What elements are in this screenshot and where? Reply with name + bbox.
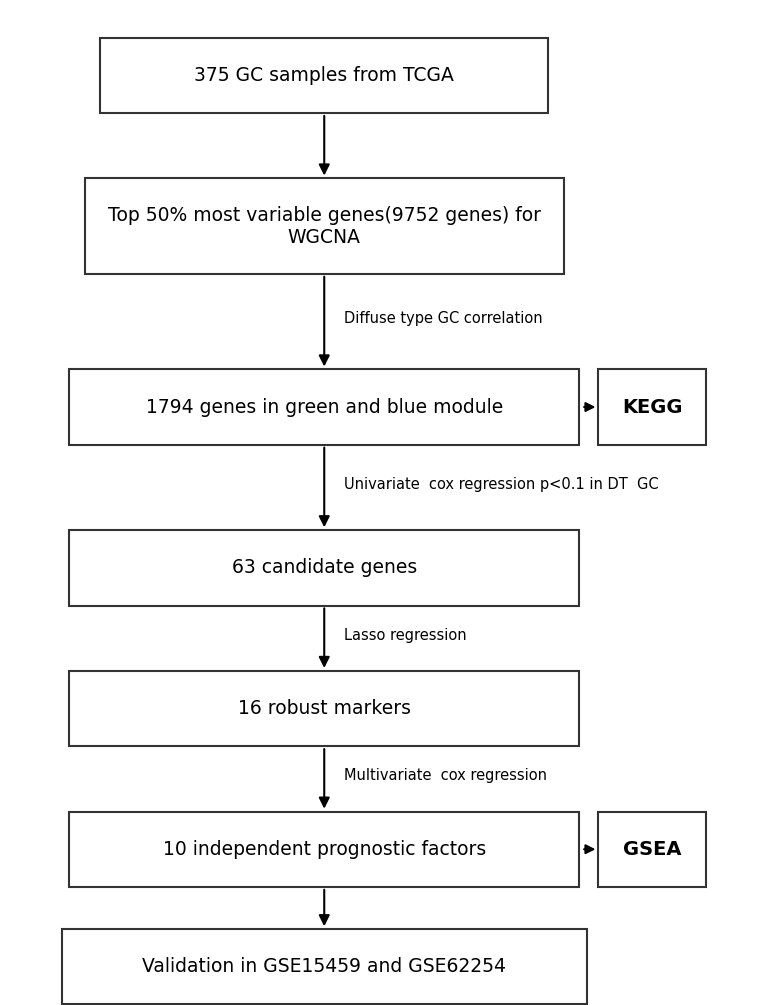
Text: Lasso regression: Lasso regression: [344, 628, 466, 642]
FancyBboxPatch shape: [69, 531, 579, 605]
Text: 10 independent prognostic factors: 10 independent prognostic factors: [163, 840, 486, 858]
Text: 375 GC samples from TCGA: 375 GC samples from TCGA: [195, 66, 454, 84]
FancyBboxPatch shape: [598, 812, 706, 887]
Text: 16 robust markers: 16 robust markers: [238, 699, 411, 718]
FancyBboxPatch shape: [69, 370, 579, 444]
FancyBboxPatch shape: [69, 812, 579, 887]
FancyBboxPatch shape: [598, 370, 706, 444]
Text: KEGG: KEGG: [622, 398, 682, 416]
FancyBboxPatch shape: [62, 929, 587, 1005]
FancyBboxPatch shape: [69, 671, 579, 746]
Text: Validation in GSE15459 and GSE62254: Validation in GSE15459 and GSE62254: [142, 958, 506, 976]
FancyBboxPatch shape: [85, 179, 564, 273]
FancyBboxPatch shape: [100, 37, 548, 113]
Text: 63 candidate genes: 63 candidate genes: [232, 559, 417, 577]
Text: GSEA: GSEA: [623, 840, 682, 858]
Text: Multivariate  cox regression: Multivariate cox regression: [344, 769, 547, 783]
Text: 1794 genes in green and blue module: 1794 genes in green and blue module: [146, 398, 503, 416]
Text: Univariate  cox regression p<0.1 in DT  GC: Univariate cox regression p<0.1 in DT GC: [344, 477, 659, 491]
Text: Top 50% most variable genes(9752 genes) for
WGCNA: Top 50% most variable genes(9752 genes) …: [108, 206, 540, 246]
Text: Diffuse type GC correlation: Diffuse type GC correlation: [344, 312, 542, 326]
